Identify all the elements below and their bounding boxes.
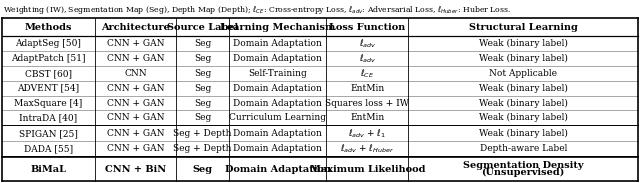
Text: EntMin: EntMin: [350, 84, 385, 93]
Text: CNN + GAN: CNN + GAN: [107, 98, 164, 108]
Text: Squares loss + IW: Squares loss + IW: [325, 98, 410, 108]
Text: Learning Mechanism: Learning Mechanism: [220, 23, 335, 32]
Text: Maximum Likelihood: Maximum Likelihood: [310, 165, 425, 174]
Text: Domain Adaptation: Domain Adaptation: [234, 84, 322, 93]
Text: $\ell_{adv}$: $\ell_{adv}$: [358, 38, 376, 50]
Text: CNN + GAN: CNN + GAN: [107, 39, 164, 48]
Text: Domain Adaptation: Domain Adaptation: [234, 54, 322, 63]
Text: Domain Adaptation: Domain Adaptation: [234, 129, 322, 138]
Text: CNN + GAN: CNN + GAN: [107, 144, 164, 153]
Text: $\ell_{CE}$: $\ell_{CE}$: [360, 67, 374, 80]
Text: Weak (binary label): Weak (binary label): [479, 98, 568, 108]
Text: Seg: Seg: [194, 84, 211, 93]
Text: Seg: Seg: [194, 98, 211, 108]
Text: ADVENT [54]: ADVENT [54]: [17, 84, 79, 93]
Text: Weak (binary label): Weak (binary label): [479, 129, 568, 138]
Text: CNN + GAN: CNN + GAN: [107, 113, 164, 122]
Text: Domain Adaptation: Domain Adaptation: [234, 98, 322, 108]
Text: Self-Training: Self-Training: [248, 69, 307, 78]
Text: EntMin: EntMin: [350, 113, 385, 122]
Text: CNN + GAN: CNN + GAN: [107, 54, 164, 63]
Text: Weak (binary label): Weak (binary label): [479, 54, 568, 63]
Text: Weak (binary label): Weak (binary label): [479, 39, 568, 48]
Text: SPIGAN [25]: SPIGAN [25]: [19, 129, 77, 138]
Text: Weak (binary label): Weak (binary label): [479, 84, 568, 93]
Text: Seg: Seg: [194, 113, 211, 122]
Text: Seg: Seg: [194, 69, 211, 78]
Text: $\ell_{adv}$ + $\ell_1$: $\ell_{adv}$ + $\ell_1$: [348, 128, 387, 140]
Text: Source Label: Source Label: [167, 23, 238, 32]
Text: Not Applicable: Not Applicable: [489, 69, 557, 78]
Text: Seg + Depth: Seg + Depth: [173, 144, 232, 153]
Text: CNN + GAN: CNN + GAN: [107, 84, 164, 93]
Text: CNN + BiN: CNN + BiN: [105, 165, 166, 174]
Text: BiMaL: BiMaL: [30, 165, 67, 174]
Text: Segmentation Density: Segmentation Density: [463, 161, 584, 170]
Text: $\ell_{adv}$: $\ell_{adv}$: [358, 52, 376, 65]
Text: Seg: Seg: [194, 54, 211, 63]
Text: CBST [60]: CBST [60]: [25, 69, 72, 78]
Text: Domain Adaptation: Domain Adaptation: [234, 144, 322, 153]
Text: Depth-aware Label: Depth-aware Label: [479, 144, 567, 153]
Text: DADA [55]: DADA [55]: [24, 144, 73, 153]
Text: Methods: Methods: [24, 23, 72, 32]
Text: AdaptPatch [51]: AdaptPatch [51]: [11, 54, 86, 63]
Text: MaxSquare [4]: MaxSquare [4]: [14, 98, 83, 108]
Text: Loss Function: Loss Function: [329, 23, 406, 32]
Text: (Unsupervised): (Unsupervised): [481, 168, 565, 177]
Text: Domain Adaptation: Domain Adaptation: [225, 165, 331, 174]
Text: Structural Learning: Structural Learning: [468, 23, 578, 32]
Text: CNN: CNN: [124, 69, 147, 78]
Text: Domain Adaptation: Domain Adaptation: [234, 39, 322, 48]
Text: $\ell_{adv}$ + $\ell_{Huber}$: $\ell_{adv}$ + $\ell_{Huber}$: [340, 142, 394, 155]
Text: CNN + GAN: CNN + GAN: [107, 129, 164, 138]
Text: Architecture: Architecture: [101, 23, 170, 32]
Text: Weighting (IW), Segmentation Map (Seg), Depth Map (Depth); $\ell_{CE}$: Cross-en: Weighting (IW), Segmentation Map (Seg), …: [3, 4, 511, 16]
Text: Seg: Seg: [194, 39, 211, 48]
Text: AdaptSeg [50]: AdaptSeg [50]: [15, 39, 81, 48]
Text: Weak (binary label): Weak (binary label): [479, 113, 568, 122]
Text: Seg + Depth: Seg + Depth: [173, 129, 232, 138]
Text: IntraDA [40]: IntraDA [40]: [19, 113, 77, 122]
Text: Seg: Seg: [193, 165, 212, 174]
Text: Curriculum Learning: Curriculum Learning: [229, 113, 326, 122]
